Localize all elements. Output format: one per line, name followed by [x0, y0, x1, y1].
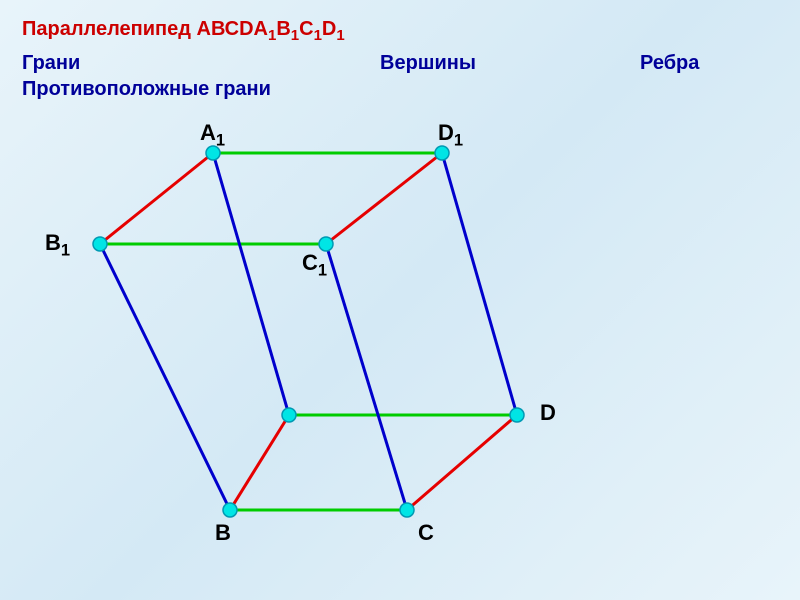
- vertex-label-A1: А1: [200, 120, 225, 150]
- edge-A-B: [230, 415, 289, 510]
- vertex-A: [282, 408, 296, 422]
- edge-C1-D1: [326, 153, 442, 244]
- vertex-label-C1: С1: [302, 250, 327, 280]
- vertex-label-D1: D1: [438, 120, 463, 150]
- vertex-label-B1: В1: [45, 230, 70, 260]
- vertex-label-B: В: [215, 520, 231, 546]
- vertex-D: [510, 408, 524, 422]
- edge-A-A1: [213, 153, 289, 415]
- vertex-C: [400, 503, 414, 517]
- vertex-B: [223, 503, 237, 517]
- vertex-B1: [93, 237, 107, 251]
- edge-A1-B1: [100, 153, 213, 244]
- vertex-label-D: D: [540, 400, 556, 426]
- edge-D-D1: [442, 153, 517, 415]
- parallelepiped-diagram: [0, 0, 800, 600]
- edge-C-D: [407, 415, 517, 510]
- edge-B-B1: [100, 244, 230, 510]
- edge-C-C1: [326, 244, 407, 510]
- vertex-C1: [319, 237, 333, 251]
- vertex-label-C: С: [418, 520, 434, 546]
